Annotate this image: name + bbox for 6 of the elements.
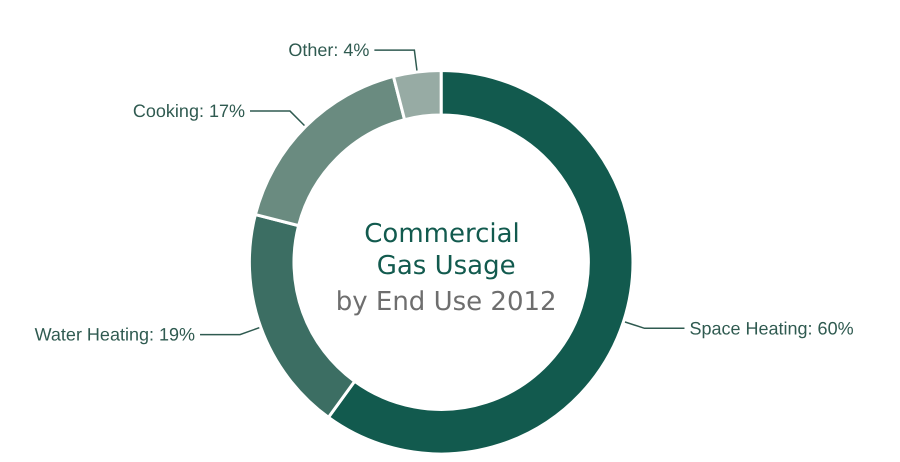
slice-label: Space Heating: 60% bbox=[689, 318, 854, 338]
slice-label: Other: 4% bbox=[288, 40, 370, 60]
text: by End Use 2012 bbox=[336, 287, 557, 318]
text: Commercial Gas Usage bbox=[364, 219, 528, 282]
slice-label: Water Heating: 19% bbox=[34, 324, 196, 345]
slice-label: Cooking: 17% bbox=[132, 101, 245, 122]
